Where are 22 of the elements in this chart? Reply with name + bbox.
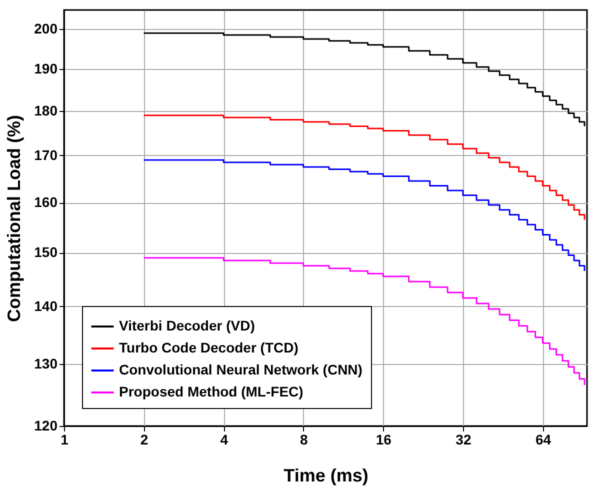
x-axis-title: Time (ms) — [284, 466, 368, 486]
legend-label: Viterbi Decoder (VD) — [119, 318, 255, 334]
y-axis-title: Computational Load (%) — [4, 115, 24, 322]
x-tick-label: 2 — [140, 432, 148, 448]
x-tick-label: 32 — [456, 432, 472, 448]
x-tick-label: 1 — [60, 432, 69, 448]
y-tick-label: 190 — [34, 60, 58, 77]
y-tick-label: 140 — [34, 298, 58, 314]
y-tick-label: 150 — [34, 244, 58, 260]
x-tick-label: 16 — [376, 432, 392, 448]
x-tick-label: 8 — [300, 432, 308, 448]
y-tick-label: 130 — [34, 355, 58, 372]
legend-label: Convolutional Neural Network (CNN) — [119, 362, 362, 378]
y-tick-label: 200 — [34, 20, 58, 37]
x-tick-label: 64 — [535, 432, 552, 448]
y-tick-label: 170 — [34, 146, 58, 163]
y-tick-label: 120 — [34, 418, 58, 434]
legend-label: Turbo Code Decoder (TCD) — [119, 340, 298, 356]
y-tick-label: 160 — [34, 194, 58, 210]
y-tick-label: 180 — [34, 102, 58, 119]
legend-label: Proposed Method (ML-FEC) — [119, 384, 304, 400]
x-tick-label: 4 — [220, 432, 228, 448]
